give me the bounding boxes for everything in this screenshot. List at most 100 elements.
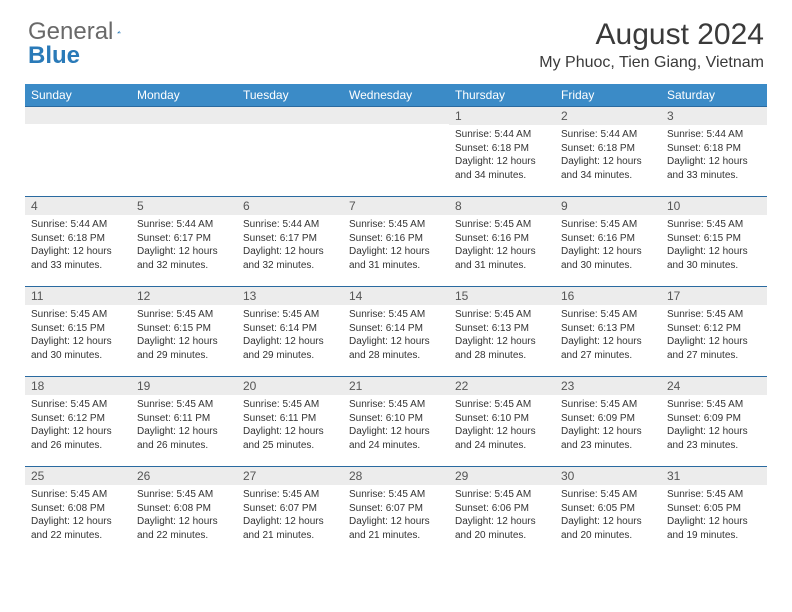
day-details: Sunrise: 5:45 AMSunset: 6:09 PMDaylight:… <box>555 395 661 456</box>
day-number: 5 <box>131 197 237 215</box>
day-details: Sunrise: 5:45 AMSunset: 6:15 PMDaylight:… <box>661 215 767 276</box>
day-details: Sunrise: 5:45 AMSunset: 6:14 PMDaylight:… <box>343 305 449 366</box>
weekday-header: Sunday <box>25 84 131 107</box>
day-details: Sunrise: 5:44 AMSunset: 6:18 PMDaylight:… <box>25 215 131 276</box>
day-details: Sunrise: 5:45 AMSunset: 6:13 PMDaylight:… <box>555 305 661 366</box>
day-details: Sunrise: 5:45 AMSunset: 6:05 PMDaylight:… <box>661 485 767 546</box>
day-details: Sunrise: 5:44 AMSunset: 6:18 PMDaylight:… <box>555 125 661 186</box>
calendar-week-row: 4Sunrise: 5:44 AMSunset: 6:18 PMDaylight… <box>25 197 767 287</box>
brand-sail-icon <box>117 22 121 42</box>
calendar-cell: 5Sunrise: 5:44 AMSunset: 6:17 PMDaylight… <box>131 197 237 287</box>
weekday-header-row: SundayMondayTuesdayWednesdayThursdayFrid… <box>25 84 767 107</box>
calendar-cell: 18Sunrise: 5:45 AMSunset: 6:12 PMDayligh… <box>25 377 131 467</box>
empty-daynum <box>343 107 449 124</box>
calendar-cell: 27Sunrise: 5:45 AMSunset: 6:07 PMDayligh… <box>237 467 343 557</box>
weekday-header: Friday <box>555 84 661 107</box>
calendar-cell: 28Sunrise: 5:45 AMSunset: 6:07 PMDayligh… <box>343 467 449 557</box>
calendar-cell: 29Sunrise: 5:45 AMSunset: 6:06 PMDayligh… <box>449 467 555 557</box>
day-number: 12 <box>131 287 237 305</box>
day-details: Sunrise: 5:45 AMSunset: 6:10 PMDaylight:… <box>449 395 555 456</box>
calendar-cell: 2Sunrise: 5:44 AMSunset: 6:18 PMDaylight… <box>555 107 661 197</box>
weekday-header: Wednesday <box>343 84 449 107</box>
page-header: General August 2024 My Phuoc, Tien Giang… <box>0 0 792 78</box>
brand-part2: Blue <box>28 42 80 69</box>
day-number: 17 <box>661 287 767 305</box>
day-number: 6 <box>237 197 343 215</box>
calendar-week-row: 25Sunrise: 5:45 AMSunset: 6:08 PMDayligh… <box>25 467 767 557</box>
day-details: Sunrise: 5:45 AMSunset: 6:08 PMDaylight:… <box>131 485 237 546</box>
weekday-header: Saturday <box>661 84 767 107</box>
calendar-body: 1Sunrise: 5:44 AMSunset: 6:18 PMDaylight… <box>25 107 767 557</box>
day-details: Sunrise: 5:45 AMSunset: 6:11 PMDaylight:… <box>131 395 237 456</box>
day-details: Sunrise: 5:45 AMSunset: 6:09 PMDaylight:… <box>661 395 767 456</box>
day-details: Sunrise: 5:45 AMSunset: 6:12 PMDaylight:… <box>25 395 131 456</box>
calendar-cell: 21Sunrise: 5:45 AMSunset: 6:10 PMDayligh… <box>343 377 449 467</box>
calendar-week-row: 11Sunrise: 5:45 AMSunset: 6:15 PMDayligh… <box>25 287 767 377</box>
calendar-cell: 25Sunrise: 5:45 AMSunset: 6:08 PMDayligh… <box>25 467 131 557</box>
day-number: 2 <box>555 107 661 125</box>
day-number: 19 <box>131 377 237 395</box>
calendar-cell: 9Sunrise: 5:45 AMSunset: 6:16 PMDaylight… <box>555 197 661 287</box>
calendar-cell: 6Sunrise: 5:44 AMSunset: 6:17 PMDaylight… <box>237 197 343 287</box>
day-details: Sunrise: 5:45 AMSunset: 6:14 PMDaylight:… <box>237 305 343 366</box>
day-number: 16 <box>555 287 661 305</box>
weekday-header: Tuesday <box>237 84 343 107</box>
calendar-cell: 20Sunrise: 5:45 AMSunset: 6:11 PMDayligh… <box>237 377 343 467</box>
day-number: 20 <box>237 377 343 395</box>
day-number: 1 <box>449 107 555 125</box>
day-details: Sunrise: 5:45 AMSunset: 6:06 PMDaylight:… <box>449 485 555 546</box>
day-details: Sunrise: 5:44 AMSunset: 6:17 PMDaylight:… <box>131 215 237 276</box>
day-details: Sunrise: 5:45 AMSunset: 6:10 PMDaylight:… <box>343 395 449 456</box>
day-number: 22 <box>449 377 555 395</box>
weekday-header: Thursday <box>449 84 555 107</box>
calendar-cell: 7Sunrise: 5:45 AMSunset: 6:16 PMDaylight… <box>343 197 449 287</box>
day-details: Sunrise: 5:45 AMSunset: 6:16 PMDaylight:… <box>343 215 449 276</box>
day-number: 4 <box>25 197 131 215</box>
day-details: Sunrise: 5:45 AMSunset: 6:05 PMDaylight:… <box>555 485 661 546</box>
calendar-cell: 1Sunrise: 5:44 AMSunset: 6:18 PMDaylight… <box>449 107 555 197</box>
calendar-cell <box>25 107 131 197</box>
calendar-cell: 16Sunrise: 5:45 AMSunset: 6:13 PMDayligh… <box>555 287 661 377</box>
day-number: 29 <box>449 467 555 485</box>
calendar-cell: 22Sunrise: 5:45 AMSunset: 6:10 PMDayligh… <box>449 377 555 467</box>
day-number: 24 <box>661 377 767 395</box>
empty-daynum <box>131 107 237 124</box>
day-number: 23 <box>555 377 661 395</box>
day-number: 26 <box>131 467 237 485</box>
calendar-cell <box>131 107 237 197</box>
day-number: 31 <box>661 467 767 485</box>
day-details: Sunrise: 5:44 AMSunset: 6:18 PMDaylight:… <box>661 125 767 186</box>
calendar-cell: 12Sunrise: 5:45 AMSunset: 6:15 PMDayligh… <box>131 287 237 377</box>
calendar-cell: 26Sunrise: 5:45 AMSunset: 6:08 PMDayligh… <box>131 467 237 557</box>
day-details: Sunrise: 5:45 AMSunset: 6:16 PMDaylight:… <box>449 215 555 276</box>
calendar-cell <box>237 107 343 197</box>
day-number: 27 <box>237 467 343 485</box>
day-details: Sunrise: 5:44 AMSunset: 6:18 PMDaylight:… <box>449 125 555 186</box>
calendar-cell: 8Sunrise: 5:45 AMSunset: 6:16 PMDaylight… <box>449 197 555 287</box>
calendar-cell: 14Sunrise: 5:45 AMSunset: 6:14 PMDayligh… <box>343 287 449 377</box>
day-number: 9 <box>555 197 661 215</box>
day-number: 14 <box>343 287 449 305</box>
day-details: Sunrise: 5:45 AMSunset: 6:07 PMDaylight:… <box>343 485 449 546</box>
calendar-cell: 23Sunrise: 5:45 AMSunset: 6:09 PMDayligh… <box>555 377 661 467</box>
location-subtitle: My Phuoc, Tien Giang, Vietnam <box>539 54 764 72</box>
day-number: 28 <box>343 467 449 485</box>
calendar-cell: 15Sunrise: 5:45 AMSunset: 6:13 PMDayligh… <box>449 287 555 377</box>
day-details: Sunrise: 5:45 AMSunset: 6:07 PMDaylight:… <box>237 485 343 546</box>
day-details: Sunrise: 5:45 AMSunset: 6:11 PMDaylight:… <box>237 395 343 456</box>
day-details: Sunrise: 5:45 AMSunset: 6:15 PMDaylight:… <box>131 305 237 366</box>
day-number: 10 <box>661 197 767 215</box>
calendar-cell: 24Sunrise: 5:45 AMSunset: 6:09 PMDayligh… <box>661 377 767 467</box>
day-number: 13 <box>237 287 343 305</box>
calendar-cell: 30Sunrise: 5:45 AMSunset: 6:05 PMDayligh… <box>555 467 661 557</box>
calendar-cell: 10Sunrise: 5:45 AMSunset: 6:15 PMDayligh… <box>661 197 767 287</box>
calendar-cell: 11Sunrise: 5:45 AMSunset: 6:15 PMDayligh… <box>25 287 131 377</box>
day-number: 18 <box>25 377 131 395</box>
day-details: Sunrise: 5:45 AMSunset: 6:16 PMDaylight:… <box>555 215 661 276</box>
calendar-cell: 19Sunrise: 5:45 AMSunset: 6:11 PMDayligh… <box>131 377 237 467</box>
title-block: August 2024 My Phuoc, Tien Giang, Vietna… <box>539 18 764 72</box>
calendar-cell: 17Sunrise: 5:45 AMSunset: 6:12 PMDayligh… <box>661 287 767 377</box>
calendar-cell <box>343 107 449 197</box>
day-details: Sunrise: 5:45 AMSunset: 6:12 PMDaylight:… <box>661 305 767 366</box>
calendar-week-row: 1Sunrise: 5:44 AMSunset: 6:18 PMDaylight… <box>25 107 767 197</box>
